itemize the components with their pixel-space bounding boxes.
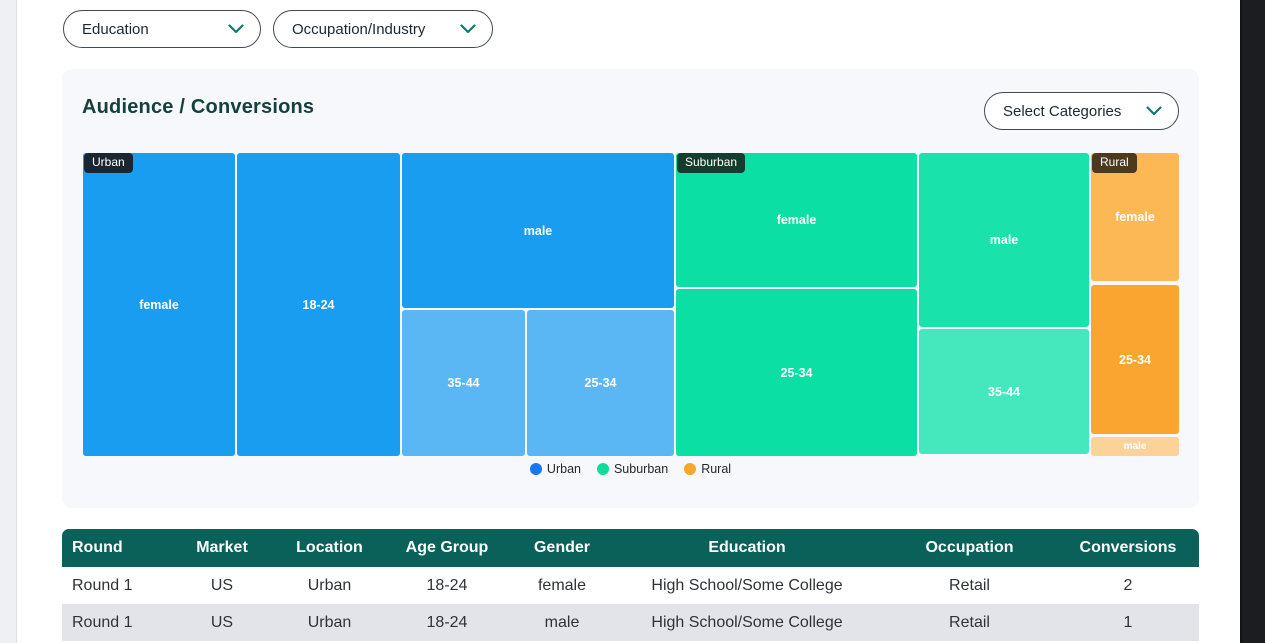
table-cell: High School/Some College xyxy=(651,576,843,594)
treemap-block-label: 35-44 xyxy=(447,376,480,390)
table-cell: male xyxy=(544,613,580,631)
treemap-block-label: male xyxy=(989,233,1019,247)
treemap-block-label: 18-24 xyxy=(302,297,335,312)
treemap-block-label: 25-34 xyxy=(584,376,617,390)
table-header-row: Round Market Location Age Group Gender Educat… xyxy=(62,529,1199,567)
table-cell: 2 xyxy=(1123,576,1133,594)
treemap-block-label: 25-34 xyxy=(1119,352,1151,367)
treemap-block-urban-18-24[interactable]: 18-24 xyxy=(237,153,400,456)
treemap-chart: female 18-24 male 35-44 25-34 Urban female 25-3… xyxy=(82,152,1180,458)
table-cell: Urban xyxy=(307,613,352,631)
education-filter-label: Education xyxy=(82,20,149,38)
chevron-down-icon xyxy=(228,21,244,38)
right-dark-panel[interactable] xyxy=(1240,0,1265,643)
treemap-block-label: female xyxy=(139,297,179,312)
legend-dot-icon xyxy=(684,463,697,475)
card-title: Audience / Conversions xyxy=(82,96,315,118)
treemap-block-suburban-male[interactable]: male xyxy=(919,153,1089,327)
table-header-round: Round xyxy=(62,529,167,567)
table-header-market: Market xyxy=(167,529,277,567)
chevron-down-icon xyxy=(1146,103,1162,120)
occupation-industry-filter-label: Occupation/Industry xyxy=(292,20,426,38)
education-filter-dropdown[interactable]: Education xyxy=(63,10,261,48)
table-header-gender: Gender xyxy=(512,529,612,567)
table-cell: 18-24 xyxy=(426,613,468,631)
treemap-block-urban-25-34[interactable]: 25-34 xyxy=(527,310,674,456)
legend-label: Urban xyxy=(546,462,581,476)
treemap-block-rural-25-34[interactable]: 25-34 xyxy=(1091,285,1179,434)
select-categories-dropdown[interactable]: Select Categories xyxy=(984,92,1179,130)
table-header-age-group: Age Group xyxy=(382,529,512,567)
treemap-block-label: 35-44 xyxy=(988,384,1020,399)
legend-item-suburban[interactable]: Suburban xyxy=(596,462,669,476)
treemap-block-label: male xyxy=(523,223,553,238)
table-cell: US xyxy=(210,613,234,631)
table-cell: US xyxy=(210,576,234,594)
select-categories-label: Select Categories xyxy=(1003,102,1122,120)
occupation-industry-filter-dropdown[interactable]: Occupation/Industry xyxy=(273,10,493,48)
legend-dot-icon xyxy=(596,463,609,475)
table-cell: female xyxy=(537,576,587,594)
treemap-block-urban-male[interactable]: male xyxy=(402,153,674,308)
table-row[interactable]: Round 1 US Urban 18-24 male High School/Some … xyxy=(62,604,1199,641)
legend-dot-icon xyxy=(529,463,542,475)
treemap-block-label: female xyxy=(776,213,817,227)
table-cell: 18-24 xyxy=(426,576,468,594)
treemap-block-suburban-25-34[interactable]: 25-34 xyxy=(676,289,917,456)
treemap-block-label: male xyxy=(1123,441,1147,452)
table-cell: Round 1 xyxy=(72,576,133,594)
conversions-table: Round Market Location Age Group Gender Educat… xyxy=(62,529,1199,641)
legend-label: Suburban xyxy=(613,462,669,476)
treemap-block-label: female xyxy=(1115,210,1155,224)
chart-legend: Urban Suburban Rural xyxy=(62,462,1199,476)
table-cell: Retail xyxy=(949,576,990,594)
audience-conversions-card: Audience / Conversions Select Categories… xyxy=(62,69,1199,508)
treemap-group-badge-urban: Urban xyxy=(84,153,133,174)
treemap-block-urban-female[interactable]: female xyxy=(83,153,235,456)
table-row[interactable]: Round 1 US Urban 18-24 female High School/Som… xyxy=(62,567,1199,604)
table-body: Round 1 US Urban 18-24 female High School/Som… xyxy=(62,567,1199,641)
table-cell: Retail xyxy=(949,613,990,631)
legend-label: Rural xyxy=(701,462,732,476)
left-sidebar-edge xyxy=(0,0,17,643)
table-cell: 1 xyxy=(1123,613,1133,631)
table-cell: Urban xyxy=(307,576,352,594)
treemap-group-badge-suburban: Suburban xyxy=(677,153,746,174)
table-header-conversions: Conversions xyxy=(1057,529,1199,567)
table-header-education: Education xyxy=(612,529,882,567)
treemap-block-rural-male[interactable]: male xyxy=(1091,437,1179,456)
treemap-block-suburban-female[interactable]: female xyxy=(676,153,917,287)
legend-item-rural[interactable]: Rural xyxy=(684,462,731,476)
legend-item-urban[interactable]: Urban xyxy=(529,462,581,476)
chevron-down-icon xyxy=(460,21,476,38)
treemap-group-badge-rural: Rural xyxy=(1092,153,1137,174)
table-cell: High School/Some College xyxy=(651,613,843,631)
treemap-block-urban-35-44[interactable]: 35-44 xyxy=(402,310,525,456)
treemap-block-suburban-35-44[interactable]: 35-44 xyxy=(919,329,1089,454)
table-cell: Round 1 xyxy=(72,613,133,631)
table-header-occupation: Occupation xyxy=(882,529,1057,567)
treemap-block-label: 25-34 xyxy=(780,365,813,380)
table-header-location: Location xyxy=(277,529,382,567)
